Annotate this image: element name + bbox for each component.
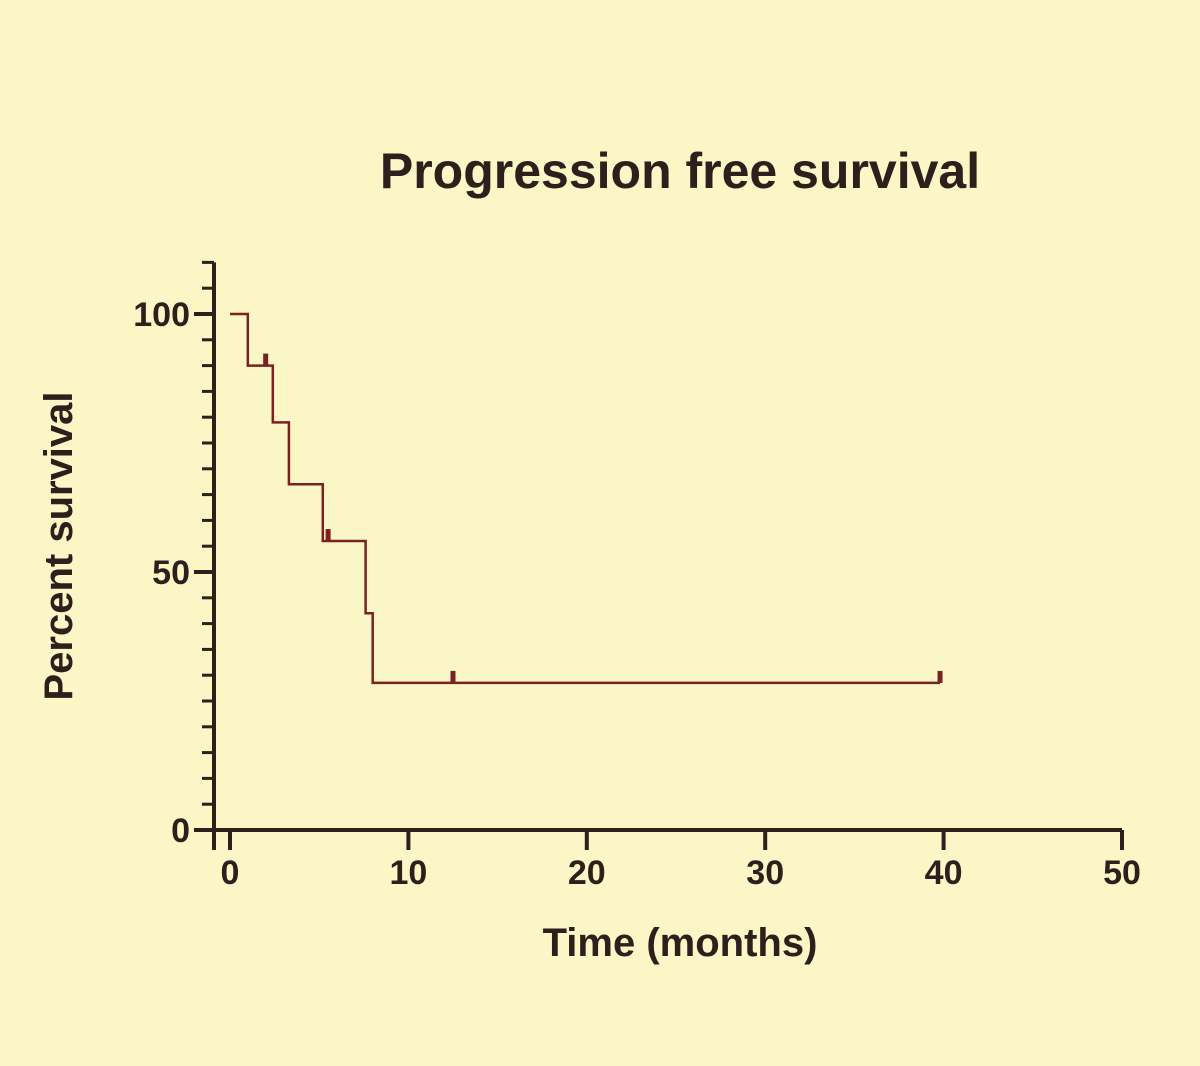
x-tick-label: 20 <box>568 854 606 892</box>
x-tick-label: 50 <box>1103 854 1141 892</box>
x-tick-label: 30 <box>746 854 784 892</box>
y-tick-label: 100 <box>133 296 190 334</box>
y-axis: 0 50 100 <box>133 260 216 850</box>
x-tick-label: 0 <box>221 854 240 892</box>
y-tick-label: 0 <box>171 812 190 850</box>
x-axis-label: Time (months) <box>543 921 818 965</box>
plot-area <box>230 312 943 685</box>
survival-curve <box>230 312 940 685</box>
x-tick-label: 40 <box>925 854 963 892</box>
x-axis: 0 10 20 30 40 50 <box>212 828 1141 892</box>
y-axis-label: Percent survival <box>37 391 81 700</box>
x-tick-label: 10 <box>389 854 427 892</box>
chart-title: Progression free survival <box>380 143 980 199</box>
y-tick-label: 50 <box>152 554 190 592</box>
